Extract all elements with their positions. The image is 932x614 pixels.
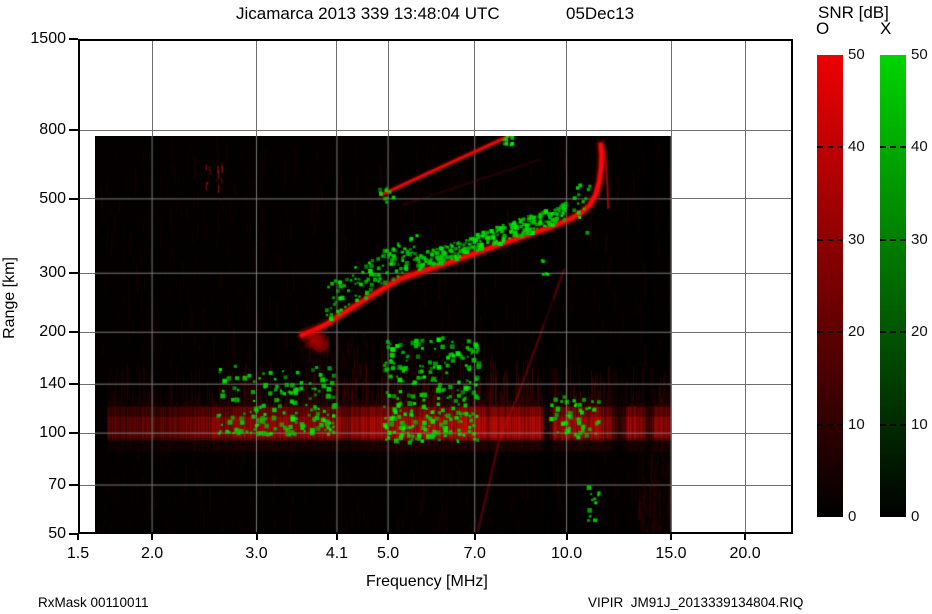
colorbar-tick-label: 50: [848, 46, 865, 63]
y-tick-label: 50: [48, 525, 66, 542]
colorbar-tick-label: 50: [911, 46, 928, 63]
y-tick-mark: [69, 129, 78, 132]
x-tick-mark: [77, 534, 79, 540]
colorbar-tick-mark: [880, 238, 906, 241]
x-tick-mark: [335, 534, 338, 540]
colorbar-tick-label: 20: [911, 323, 928, 341]
y-tick-mark: [69, 383, 78, 386]
colorbar-tick-label: 30: [911, 230, 928, 248]
y-gridline: [78, 129, 793, 131]
colorbar-tick-mark: [880, 331, 906, 334]
colorbar-tick-mark: [817, 423, 843, 426]
y-tick-label: 800: [39, 121, 66, 139]
colorbar-o-label: O: [816, 19, 830, 38]
x-tick-label: 15.0: [655, 545, 687, 562]
x-tick-label: 10.0: [550, 545, 583, 562]
x-tick-mark: [565, 534, 568, 540]
x-tick-label: 7.0: [463, 545, 486, 562]
x-tick-label: 4.1: [325, 545, 349, 562]
page-title-date: 05Dec13: [566, 4, 635, 23]
colorbar-tick-mark: [817, 146, 843, 149]
y-tick-label: 200: [39, 323, 66, 341]
rxmask-annotation: RxMask 00110011: [38, 595, 149, 610]
colorbar-tick-label: 10: [911, 415, 928, 433]
x-gridline: [670, 39, 672, 534]
x-tick-label: 2.0: [140, 545, 164, 562]
colorbar-tick-label: 40: [911, 138, 928, 156]
colorbar-tick-mark: [880, 146, 906, 149]
x-tick-label: 3.0: [245, 545, 268, 562]
filename-annotation: VIPIR JM91J_2013339134804.RIQ: [588, 595, 804, 610]
y-tick-mark: [69, 38, 78, 41]
y-tick-mark: [69, 432, 78, 435]
colorbar-x-label: X: [880, 19, 892, 38]
y-tick-mark: [69, 533, 78, 535]
colorbar-tick-mark: [817, 331, 843, 334]
y-tick-label: 500: [39, 189, 66, 207]
y-tick-mark: [69, 484, 78, 487]
x-tick-label: 5.0: [376, 545, 400, 562]
x-gridline: [744, 39, 746, 534]
x-tick-mark: [255, 534, 258, 540]
x-tick-mark: [473, 534, 476, 540]
x-tick-label: 20.0: [729, 545, 761, 562]
x-tick-mark: [151, 534, 154, 540]
colorbar-title: SNR [dB]: [818, 3, 889, 22]
page-title: Jicamarca 2013 339 13:48:04 UTC: [236, 4, 500, 23]
x-axis-label: Frequency [MHz]: [366, 573, 488, 590]
y-tick-label: 70: [48, 476, 66, 494]
colorbar-tick-label: 0: [911, 508, 920, 525]
y-axis-label: Range [km]: [1, 257, 18, 339]
ionogram-canvas: [95, 136, 671, 533]
colorbar-tick-label: 30: [848, 230, 865, 248]
colorbar-tick-label: 20: [848, 323, 865, 341]
y-tick-mark: [69, 272, 78, 275]
y-tick-label: 100: [39, 424, 66, 442]
colorbar-tick-label: 10: [848, 415, 865, 433]
colorbar-tick-mark: [817, 238, 843, 241]
y-tick-label: 140: [39, 375, 66, 393]
x-tick-label: 1.5: [66, 545, 90, 562]
x-tick-mark: [744, 534, 747, 540]
x-tick-mark: [387, 534, 390, 540]
colorbar-o: [817, 55, 843, 517]
y-tick-mark: [69, 197, 78, 200]
y-tick-label: 300: [39, 264, 66, 282]
y-tick-label: 1500: [30, 30, 66, 48]
colorbar-tick-mark: [880, 423, 906, 426]
colorbar-tick-label: 0: [848, 508, 857, 525]
colorbar-x: [880, 55, 906, 517]
y-tick-mark: [69, 331, 78, 334]
colorbar-tick-label: 40: [848, 138, 865, 156]
x-tick-mark: [670, 534, 672, 540]
